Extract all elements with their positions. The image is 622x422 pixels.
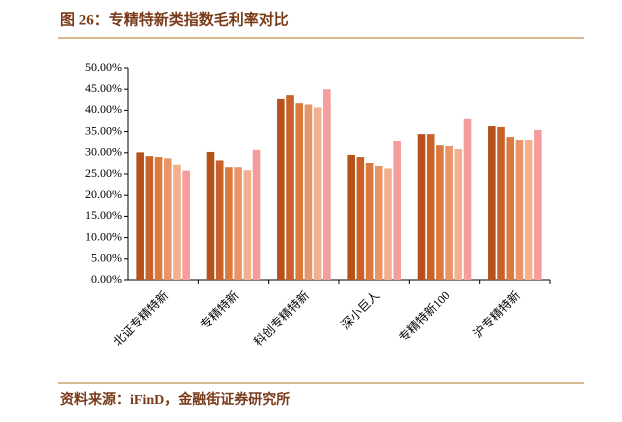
bar	[524, 140, 533, 280]
bar	[374, 165, 383, 280]
bar	[225, 167, 233, 280]
bar	[534, 129, 542, 280]
bar	[145, 156, 154, 280]
bar	[497, 126, 505, 280]
bar	[295, 103, 304, 280]
bar	[136, 152, 144, 280]
y-tick-label: 15.00%	[85, 208, 122, 222]
y-tick-label: 10.00%	[85, 229, 122, 243]
bar	[277, 98, 285, 281]
bar	[206, 151, 215, 280]
bar	[488, 126, 496, 280]
bar	[313, 107, 322, 280]
bar	[304, 104, 313, 281]
y-tick-label: 30.00%	[85, 145, 122, 159]
bar	[286, 95, 294, 280]
bar	[426, 134, 435, 280]
y-tick-label: 20.00%	[85, 187, 122, 201]
bar	[365, 162, 374, 280]
bar	[445, 146, 453, 280]
x-tick-label: 科创专精特新	[250, 288, 312, 350]
bar	[463, 118, 472, 280]
bar	[436, 145, 444, 280]
bar	[173, 164, 181, 280]
bar	[323, 89, 331, 280]
x-tick-label: 深小巨人	[338, 288, 382, 332]
x-tick-label: 北证专精特新	[110, 288, 172, 350]
x-tick-label: 沪专精特新	[470, 288, 523, 341]
bar	[356, 157, 365, 280]
bar	[393, 140, 401, 280]
bar	[384, 168, 392, 280]
y-tick-label: 45.00%	[85, 81, 122, 95]
bar	[154, 157, 163, 280]
bar	[163, 158, 172, 280]
x-tick-label: 专精特新100	[395, 288, 452, 345]
bar	[515, 140, 524, 280]
y-tick-label: 0.00%	[91, 272, 122, 286]
y-tick-label: 50.00%	[85, 60, 122, 74]
source-note: 资料来源：iFinD，金融街证券研究所	[60, 391, 290, 408]
bar	[454, 148, 463, 280]
bar	[347, 154, 355, 280]
x-tick-label: 专精特新	[197, 288, 242, 333]
bar	[215, 160, 224, 280]
bar	[417, 134, 426, 280]
bar	[243, 170, 252, 280]
bar	[234, 167, 242, 280]
bar	[506, 137, 515, 280]
y-tick-label: 40.00%	[85, 102, 122, 116]
y-tick-label: 35.00%	[85, 123, 122, 137]
bar	[182, 170, 190, 280]
y-tick-label: 25.00%	[85, 166, 122, 180]
y-tick-label: 5.00%	[91, 251, 122, 265]
chart-title: 图 26：专精特新类指数毛利率对比	[60, 10, 289, 28]
bar	[252, 149, 261, 280]
